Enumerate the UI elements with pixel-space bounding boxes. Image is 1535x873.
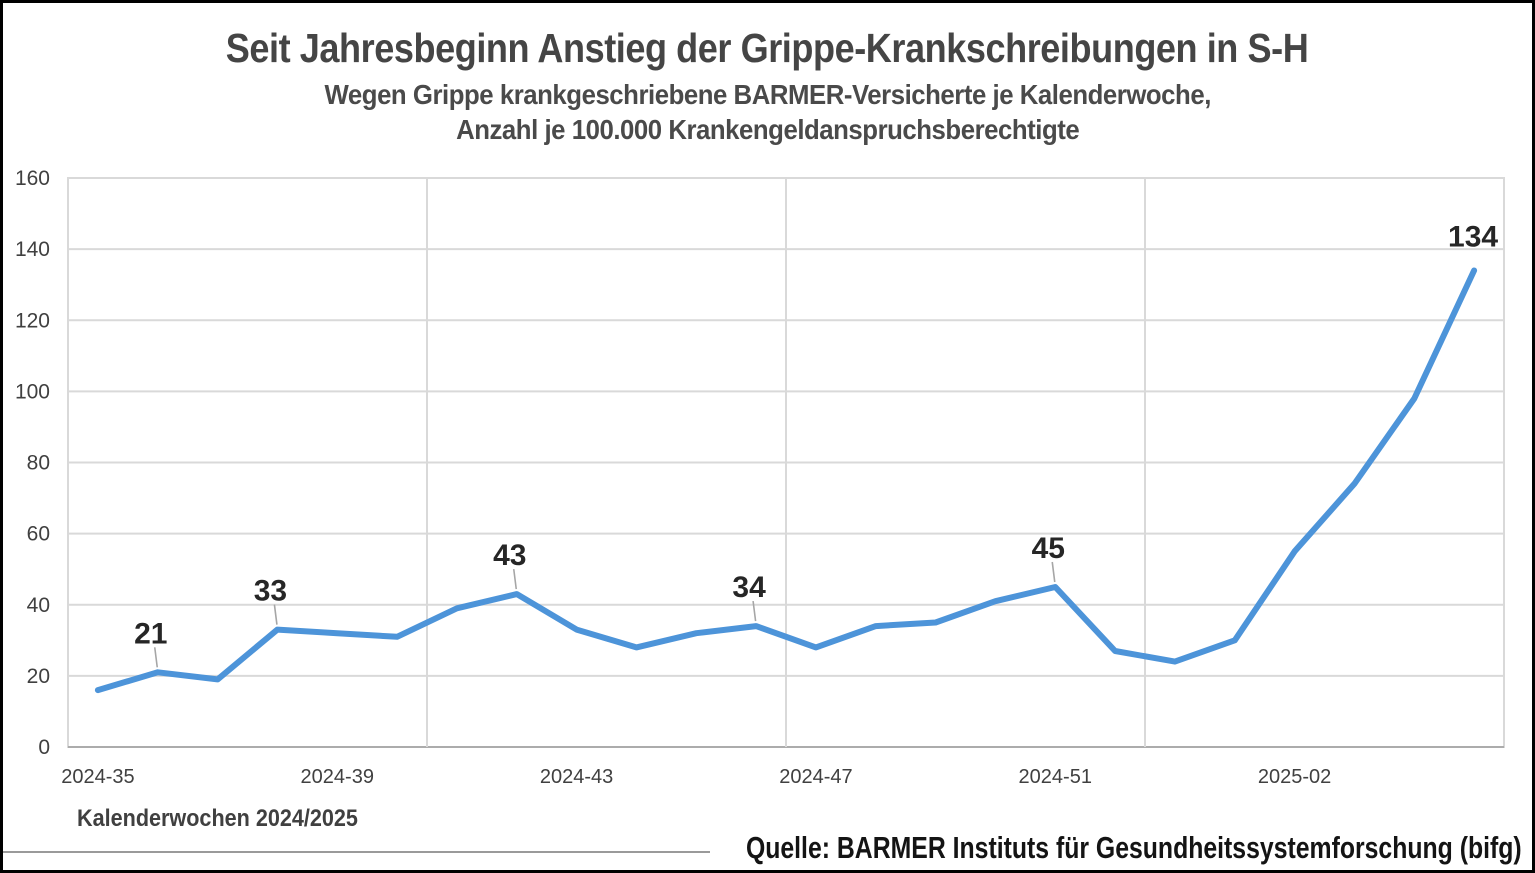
y-tick-label: 60 xyxy=(27,523,50,546)
data-label: 21 xyxy=(134,617,167,650)
data-label-leader-line xyxy=(512,568,518,590)
y-tick-label: 0 xyxy=(38,736,50,759)
chart-subtitle-line2-text: Anzahl je 100.000 Krankengeldanspruchsbe… xyxy=(455,114,1080,145)
x-tick-label: 2024-43 xyxy=(540,766,613,788)
chart-title: Seit Jahresbeginn Anstieg der Grippe-Kra… xyxy=(3,25,1532,72)
chart-title-text: Seit Jahresbeginn Anstieg der Grippe-Kra… xyxy=(226,25,1309,71)
x-tick-label: 2024-47 xyxy=(779,766,852,788)
chart-subtitle-line1-text: Wegen Grippe krankgeschriebene BARMER-Ve… xyxy=(324,79,1211,110)
data-series-line xyxy=(94,267,1478,694)
data-label: 134 xyxy=(1448,220,1498,253)
y-tick-label: 20 xyxy=(27,665,50,688)
x-axis-caption: Kalenderwochen 2024/2025 xyxy=(77,805,389,833)
x-tick-label: 2024-35 xyxy=(61,766,134,788)
source-credit: Quelle: BARMER Instituts für Gesundheits… xyxy=(552,830,1522,866)
y-tick-label: 80 xyxy=(27,452,50,475)
x-axis-caption-text: Kalenderwochen 2024/2025 xyxy=(77,805,358,832)
y-tick-label: 120 xyxy=(15,309,50,332)
data-label-leader-line xyxy=(752,600,757,622)
data-label-leader-line xyxy=(1051,561,1056,583)
source-credit-text: Quelle: BARMER Instituts für Gesundheits… xyxy=(746,830,1522,865)
chart-subtitle-line1: Wegen Grippe krankgeschriebene BARMER-Ve… xyxy=(3,79,1532,111)
y-tick-label: 160 xyxy=(15,167,50,190)
x-tick-label: 2024-39 xyxy=(301,766,374,788)
footer-divider-line xyxy=(3,851,710,853)
y-tick-label: 140 xyxy=(15,238,50,261)
data-label: 34 xyxy=(732,571,766,604)
data-label-leader-line xyxy=(273,604,278,625)
x-tick-label: 2025-02 xyxy=(1258,766,1331,788)
y-tick-label: 100 xyxy=(15,380,50,403)
x-tick-label: 2024-51 xyxy=(1019,766,1092,788)
y-tick-label: 40 xyxy=(27,594,50,617)
line-chart-plot: 0 20 40 60 80 100 120 140 160 2024-35 2024-39 2024-… xyxy=(15,167,1505,788)
data-label: 33 xyxy=(254,575,287,608)
data-label: 45 xyxy=(1032,532,1065,565)
data-label: 43 xyxy=(493,539,526,572)
data-label-leader-line xyxy=(153,647,159,668)
chart-subtitle-line2: Anzahl je 100.000 Krankengeldanspruchsbe… xyxy=(3,114,1532,146)
